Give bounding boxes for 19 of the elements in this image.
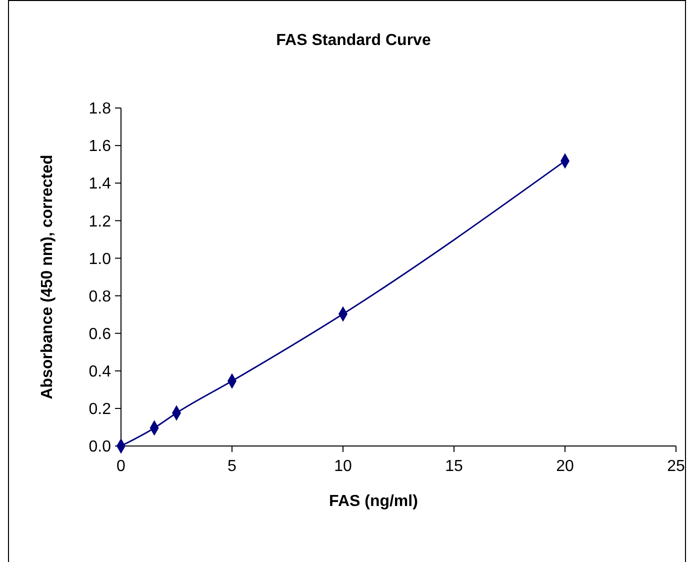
y-tick-label: 1.4	[88, 176, 112, 193]
y-tick-label: 0.0	[88, 438, 112, 456]
x-tick-label: 20	[556, 458, 574, 475]
y-tick-label: 1.8	[88, 100, 112, 118]
y-axis-title: Absorbance (450 nm), corrected	[39, 154, 56, 400]
y-tick-label: 1.2	[88, 213, 112, 230]
x-tick-label: 10	[334, 458, 352, 475]
x-tick-label: 5	[228, 458, 237, 475]
y-tick-label: 0.6	[88, 326, 112, 343]
y-tick-label: 1.6	[88, 138, 112, 156]
x-tick-label: 0	[116, 458, 126, 475]
y-tick-label: 0.2	[88, 401, 112, 418]
y-tick-label: 1.0	[88, 250, 112, 268]
y-tick-label: 0.8	[88, 288, 112, 306]
x-tick-label: 25	[667, 458, 685, 475]
chart-title: FAS Standard Curve	[276, 32, 431, 49]
y-tick-label: 0.4	[88, 363, 112, 380]
x-axis-title: FAS (ng/ml)	[329, 493, 418, 510]
x-tick-label: 15	[445, 458, 463, 475]
